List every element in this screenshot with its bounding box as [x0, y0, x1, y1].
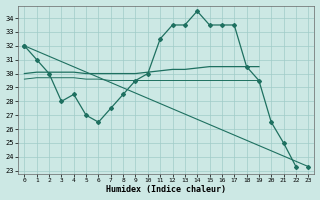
X-axis label: Humidex (Indice chaleur): Humidex (Indice chaleur) [106, 185, 226, 194]
